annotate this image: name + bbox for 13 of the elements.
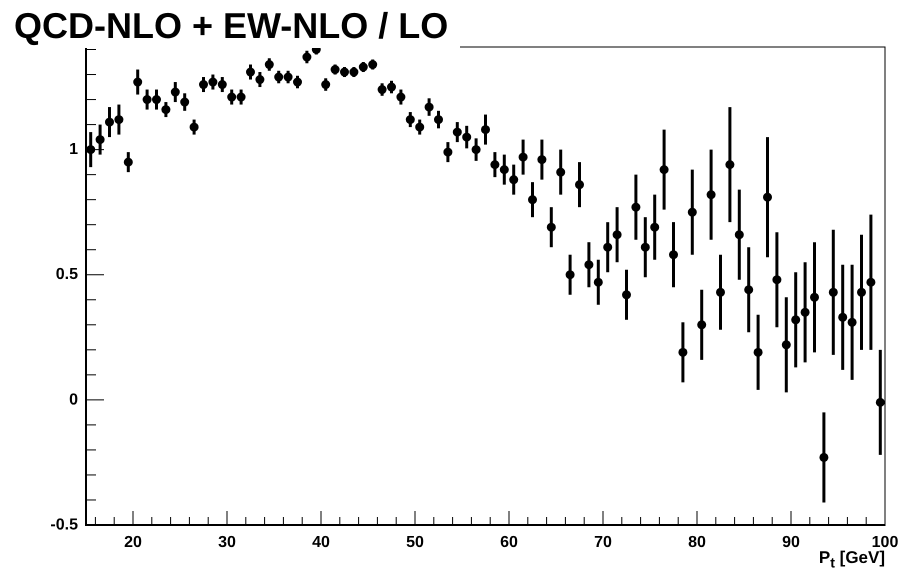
x-tick-label: 90 [782,534,800,552]
x-tick-label: 70 [594,534,612,552]
x-tick-label: 30 [218,534,236,552]
y-tick-label: 0 [69,391,78,408]
chart-title: QCD-NLO + EW-NLO / LO [14,4,460,48]
y-tick-label: -0.5 [50,516,78,534]
x-tick-label: 80 [688,534,706,552]
x-tick-label: 20 [124,534,142,552]
x-tick-label: 60 [500,534,518,552]
y-tick-label: 0.5 [56,266,78,284]
x-tick-label: 50 [406,534,424,552]
x-tick-label: 40 [312,534,330,552]
y-tick-label: 1 [69,141,78,158]
